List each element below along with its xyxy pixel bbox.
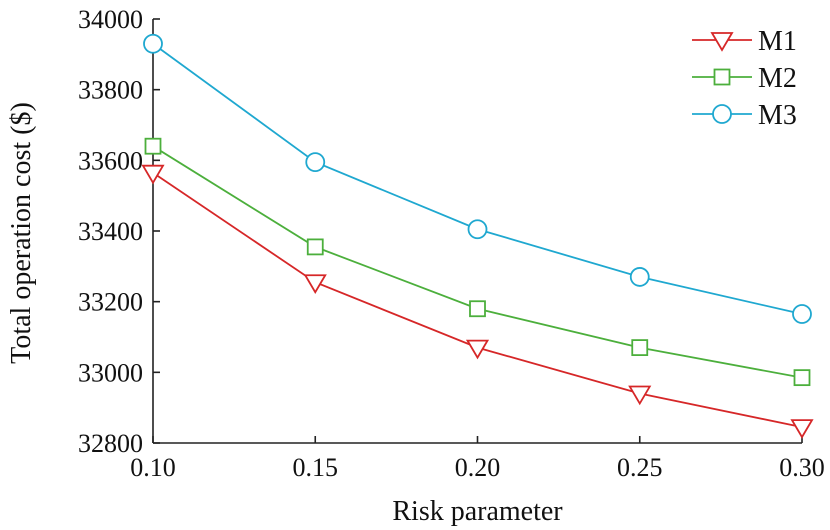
legend-item-m1: M1 — [692, 26, 797, 57]
y-tick-label: 34000 — [78, 5, 143, 34]
data-point-m2 — [631, 339, 649, 357]
data-point-m1 — [790, 419, 814, 439]
series-layer — [141, 33, 814, 439]
legend-label: M1 — [758, 26, 797, 57]
y-axis-ticks: 32800 33000 33200 33400 33600 33800 34000 — [78, 5, 160, 458]
data-point-m1 — [141, 164, 165, 185]
data-point-m3 — [467, 219, 488, 240]
series-line-m3 — [152, 43, 803, 315]
data-point-m2 — [306, 238, 324, 256]
legend-marker — [713, 68, 731, 86]
legend-label: M2 — [758, 63, 797, 94]
legend-marker — [710, 32, 734, 52]
data-point-m3 — [305, 152, 326, 173]
x-axis-label: Risk parameter — [392, 496, 563, 527]
data-point-m1 — [628, 385, 652, 406]
data-point-m2 — [144, 137, 162, 155]
legend: M1 M2 M3 — [692, 26, 797, 131]
data-point-m2 — [793, 369, 811, 387]
x-axis-ticks: 0.10 0.15 0.20 0.25 0.30 — [130, 436, 825, 482]
x-tick-label: 0.10 — [130, 453, 176, 482]
data-point-m3 — [629, 267, 650, 287]
data-point-m3 — [792, 304, 812, 324]
y-tick-label: 32800 — [78, 429, 143, 458]
x-tick-label: 0.25 — [617, 453, 663, 482]
data-point-m1 — [303, 274, 327, 295]
data-point-m3 — [143, 33, 163, 54]
x-tick-label: 0.15 — [293, 453, 339, 482]
series-m2 — [144, 137, 811, 387]
data-point-m2 — [469, 300, 486, 318]
y-tick-label: 33000 — [78, 358, 143, 387]
legend-label: M3 — [758, 100, 797, 131]
legend-item-m2: M2 — [692, 63, 797, 94]
series-m3 — [143, 33, 812, 324]
series-m1 — [141, 164, 814, 439]
y-tick-label: 33400 — [78, 217, 143, 246]
x-tick-label: 0.30 — [779, 453, 825, 482]
y-tick-label: 33800 — [78, 76, 143, 105]
y-axis-label: Total operation cost ($) — [6, 102, 37, 364]
x-tick-label: 0.20 — [455, 453, 501, 482]
series-line-m1 — [152, 171, 803, 428]
y-tick-label: 33200 — [78, 288, 143, 317]
y-tick-label: 33600 — [78, 146, 143, 175]
legend-item-m3: M3 — [692, 100, 797, 131]
legend-marker — [712, 104, 732, 124]
data-point-m1 — [465, 339, 490, 360]
